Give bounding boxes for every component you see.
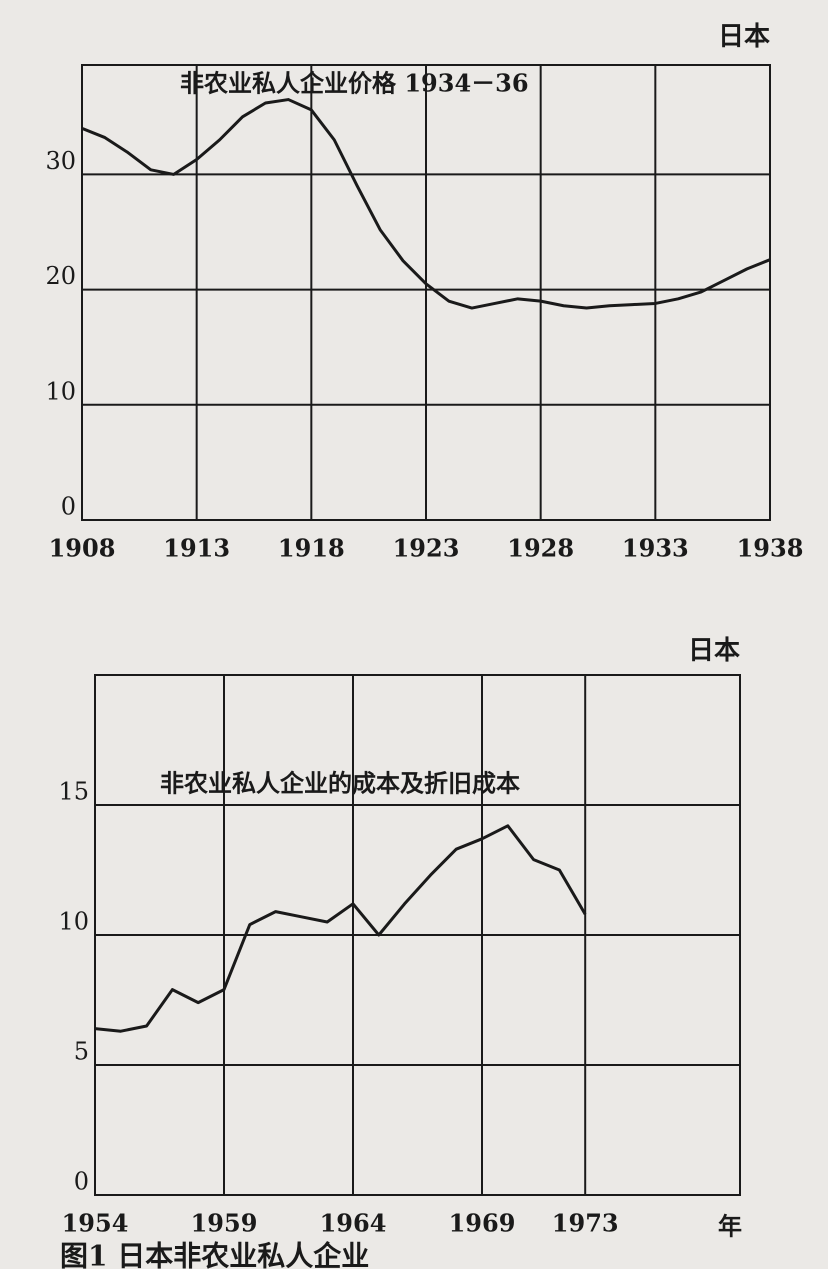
y-tick-label: 10 — [45, 377, 76, 405]
x-tick-label: 1954 — [62, 1209, 129, 1238]
data-line — [94, 824, 587, 1033]
x-tick-label: 1928 — [507, 534, 574, 563]
chart-title: 非农业私人企业价格 1934－36 — [180, 69, 529, 98]
y-tick-label: 0 — [74, 1168, 89, 1196]
y-tick-label: 20 — [45, 262, 76, 290]
y-tick-label: 30 — [45, 147, 76, 175]
data-line — [81, 98, 771, 310]
x-axis-label: 年 — [718, 1212, 742, 1241]
x-tick-label: 1938 — [737, 534, 804, 563]
chart-title: 非农业私人企业的成本及折旧成本 — [160, 769, 520, 798]
x-tick-label: 1964 — [320, 1209, 387, 1238]
corner-label: 日本 — [718, 22, 770, 52]
corner-label: 日本 — [688, 636, 740, 666]
x-tick-label: 1913 — [163, 534, 230, 563]
x-tick-label: 1923 — [393, 534, 460, 563]
y-tick-label: 0 — [61, 493, 76, 521]
x-tick-label: 1918 — [278, 534, 345, 563]
x-tick-label: 1973 — [552, 1209, 619, 1238]
x-tick-label: 1959 — [191, 1209, 258, 1238]
caption: 图1 日本非农业私人企业 — [60, 1240, 369, 1269]
y-tick-label: 10 — [58, 908, 89, 936]
y-tick-label: 5 — [74, 1038, 89, 1066]
x-tick-label: 1933 — [622, 534, 689, 563]
y-tick-label: 15 — [58, 778, 89, 806]
x-tick-label: 1969 — [449, 1209, 516, 1238]
x-tick-label: 1908 — [49, 534, 116, 563]
